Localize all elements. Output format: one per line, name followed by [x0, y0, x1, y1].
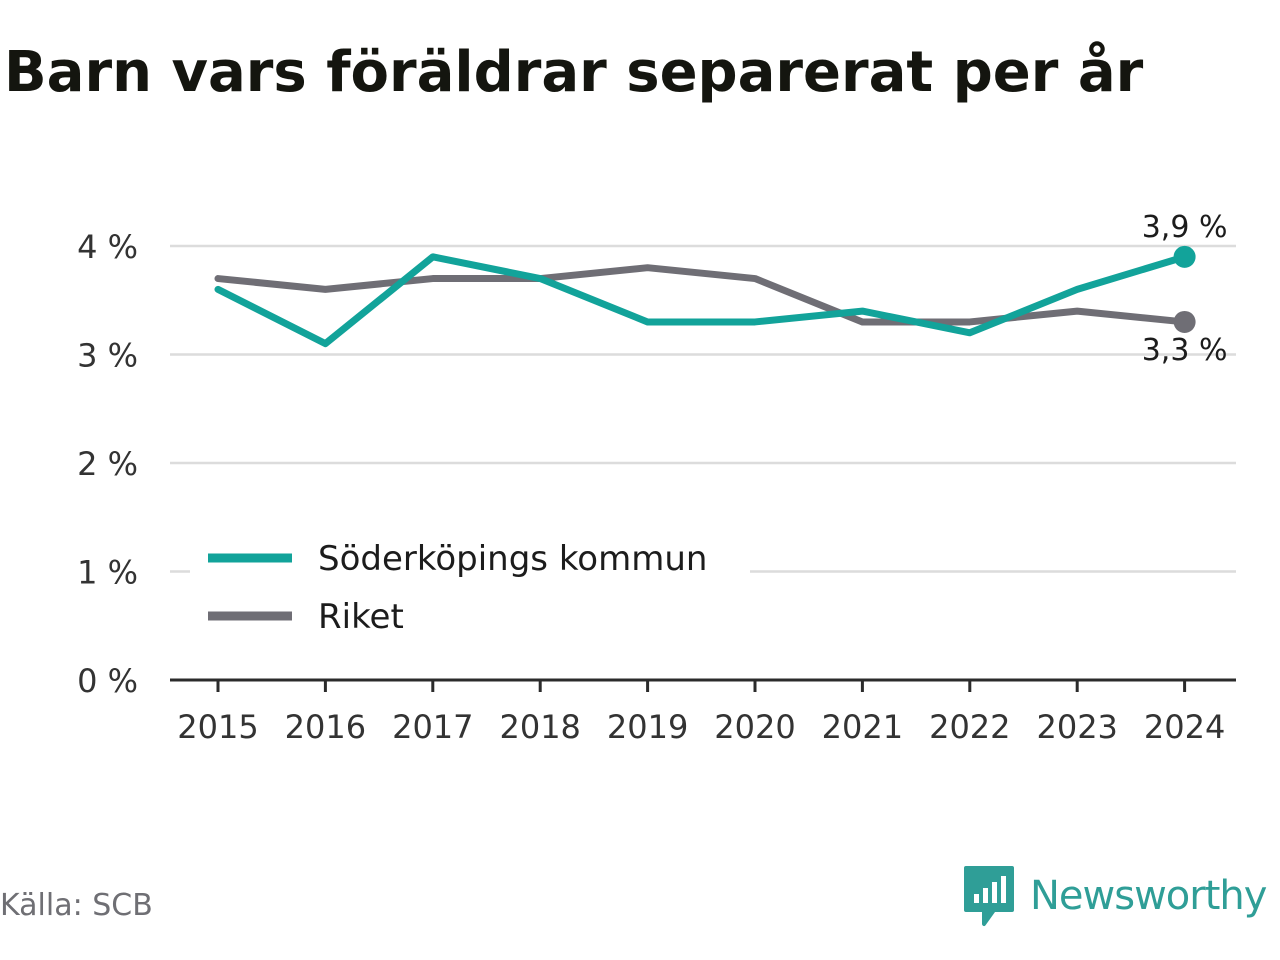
y-tick-label: 2 % — [77, 445, 138, 483]
series-line — [214, 253, 1189, 348]
x-tick-label: 2018 — [499, 708, 580, 746]
brand-logo: Newsworthy — [962, 864, 1267, 928]
x-tick-label: 2022 — [929, 708, 1010, 746]
x-tick-label: 2016 — [285, 708, 366, 746]
brand-name: Newsworthy — [1030, 873, 1267, 919]
x-tick-label: 2024 — [1144, 708, 1225, 746]
x-tick-label: 2020 — [714, 708, 795, 746]
legend-label: Söderköpings kommun — [318, 539, 707, 579]
x-tick-label: 2015 — [177, 708, 258, 746]
source-label: Källa: SCB — [0, 888, 153, 923]
y-tick-label: 4 % — [77, 228, 138, 266]
chart-title: Barn vars föräldrar separerat per år — [4, 40, 1144, 105]
x-tick-label: 2021 — [822, 708, 903, 746]
legend-background — [190, 530, 750, 640]
y-tick-label: 3 % — [77, 337, 138, 375]
end-point — [1173, 245, 1196, 268]
end-value-label: 3,3 % — [1142, 333, 1228, 368]
legend-label: Riket — [318, 597, 404, 637]
y-tick-label: 0 % — [77, 662, 138, 700]
newsworthy-logo-icon — [964, 866, 1014, 926]
x-tick-label: 2017 — [392, 708, 473, 746]
x-tick-label: 2023 — [1036, 708, 1117, 746]
x-tick-label: 2019 — [607, 708, 688, 746]
line-chart: 0 % 1 % 2 % 3 % 4 % Söderköpings kommun Riket 2… — [77, 210, 1236, 746]
series-line — [214, 264, 1189, 326]
end-value-label: 3,9 % — [1142, 210, 1228, 245]
y-tick-label: 1 % — [77, 554, 138, 592]
end-point — [1173, 310, 1196, 333]
